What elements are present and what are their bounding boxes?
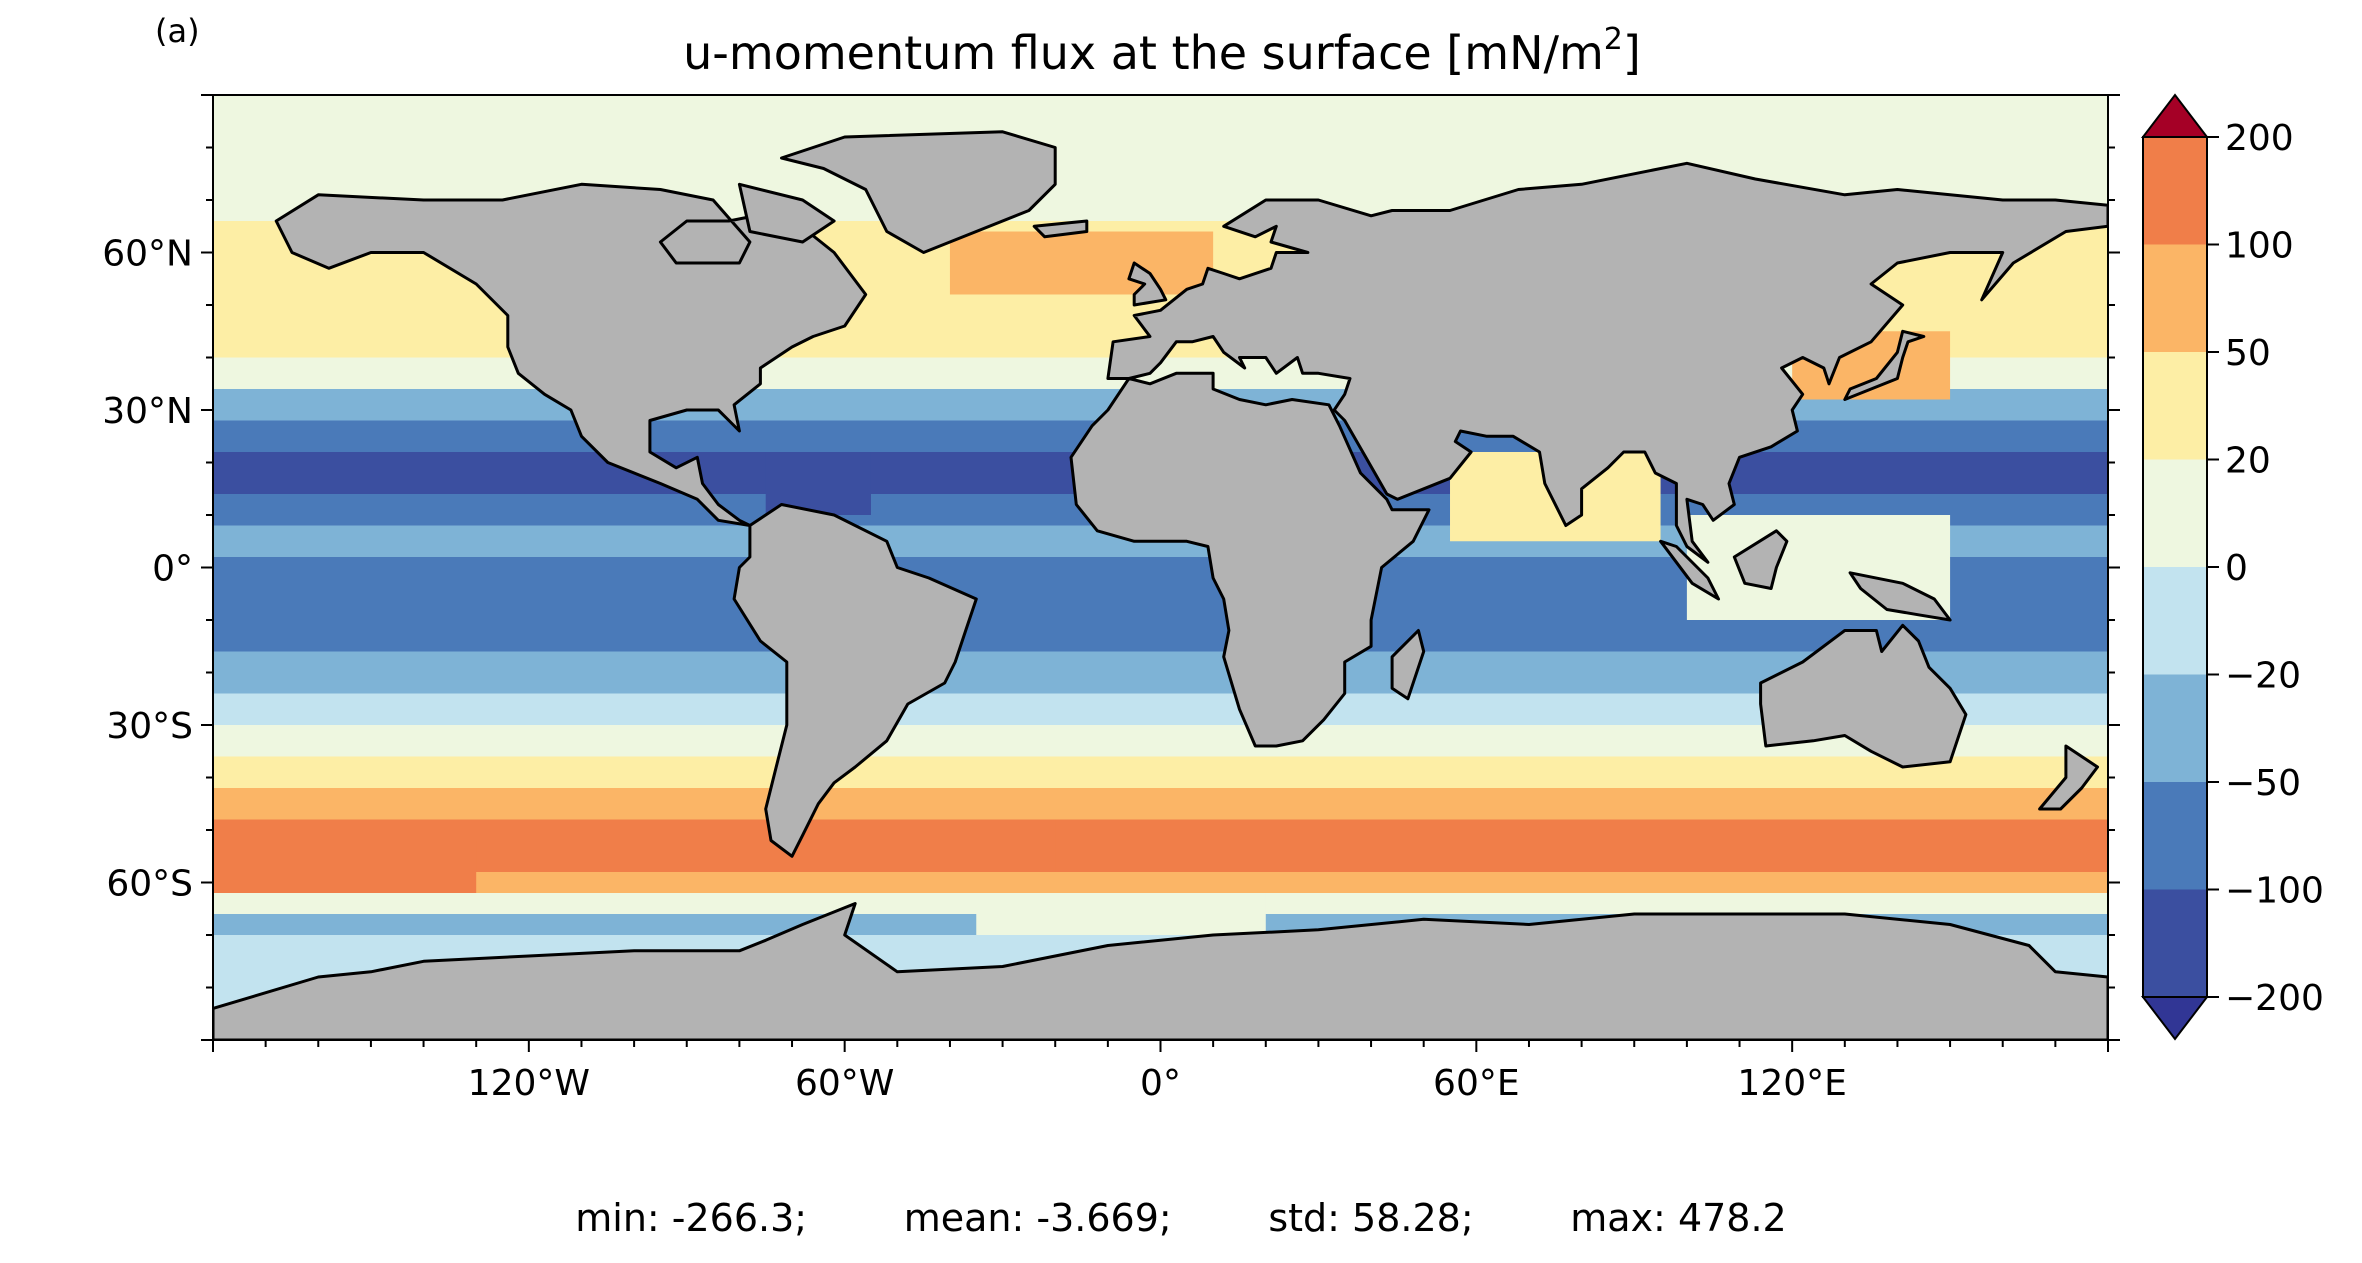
colorbar-tick-label: 200 <box>2225 118 2294 159</box>
lat-tick-label: 0° <box>152 549 193 590</box>
flux-band <box>213 788 2108 820</box>
lon-tick-label: 60°W <box>795 1063 894 1104</box>
title-suffix: ] <box>1622 26 1641 80</box>
colorbar-tick-label: −200 <box>2225 978 2324 1019</box>
landmass-new-guinea <box>1848 571 1952 622</box>
landmass-eurasia <box>1106 161 2108 564</box>
colorbar-tick-label: 0 <box>2225 548 2248 589</box>
landmass-north-america <box>274 182 868 527</box>
stat-mean: mean: -3.669; <box>903 1196 1172 1240</box>
flux-band <box>213 557 2108 578</box>
colorbar-over-arrow <box>2140 93 2210 138</box>
flux-band <box>213 756 2108 788</box>
colorbar-tick-label: −20 <box>2225 656 2301 697</box>
landmass-baffin-island <box>737 182 836 244</box>
colorbar-segment <box>2143 567 2207 675</box>
statistics-line: min: -266.3; mean: -3.669; std: 58.28; m… <box>0 1196 2362 1240</box>
panel-label: (a) <box>155 12 200 50</box>
map-axes: 120°W 60°W 0° 60°E 120°E 60°N 30°N 0° 30°S 60°S <box>102 94 2120 1104</box>
lon-tick-label: 0° <box>1140 1063 1181 1104</box>
title-superscript: 2 <box>1603 22 1623 57</box>
stat-std: std: 58.28; <box>1268 1196 1474 1240</box>
landmass-australia <box>1759 623 1968 769</box>
lon-tick-label: 120°E <box>1737 1063 1846 1104</box>
colorbar-under-arrow <box>2140 996 2210 1041</box>
landmass-sumatra <box>1659 539 1720 601</box>
flux-anomaly <box>949 231 1214 295</box>
colorbar-segment <box>2143 674 2207 782</box>
colorbar-segment <box>2143 244 2207 352</box>
flux-anomaly <box>213 840 477 893</box>
title-text: u-momentum flux at the surface [mN/m <box>683 26 1604 80</box>
flux-band <box>213 95 2108 148</box>
colorbar-tick-label: 50 <box>2225 333 2271 374</box>
lat-tick-label: 60°S <box>106 864 193 905</box>
colorbar-tick-label: 20 <box>2225 441 2271 482</box>
landmass-new-zealand <box>2038 744 2099 811</box>
landmass-japan <box>1843 329 1926 401</box>
colorbar-tick-label: −50 <box>2225 763 2301 804</box>
lon-tick-label: 120°W <box>468 1063 590 1104</box>
landmass-africa <box>1069 371 1431 748</box>
colorbar-segment <box>2143 459 2207 567</box>
stat-min: min: -266.3; <box>575 1196 808 1240</box>
colorbar-tick-label: 100 <box>2225 226 2294 267</box>
flux-band <box>213 872 2108 893</box>
landmass-iceland <box>1032 219 1089 239</box>
landmass-south-america <box>732 503 978 858</box>
lat-tick-label: 30°S <box>106 706 193 747</box>
lon-tick-label: 60°E <box>1433 1063 1520 1104</box>
colorbar-tick-label: −100 <box>2225 871 2324 912</box>
landmass-greenland <box>780 130 1057 254</box>
stat-max: max: 478.2 <box>1570 1196 1787 1240</box>
landmass-madagascar <box>1390 629 1426 701</box>
colorbar-segment <box>2143 782 2207 890</box>
flux-anomaly <box>1055 819 2108 872</box>
landmass-borneo <box>1732 529 1789 590</box>
colorbar-segment <box>2143 889 2207 997</box>
map-title: u-momentum flux at the surface [mN/m2] <box>212 22 2112 80</box>
landmass-great-britain <box>1127 261 1168 307</box>
colorbar-segment <box>2143 137 2207 245</box>
lat-tick-label: 60°N <box>102 234 193 275</box>
flux-anomaly <box>976 893 1266 935</box>
lat-tick-label: 30°N <box>102 391 193 432</box>
colorbar-segment <box>2143 352 2207 460</box>
landmass-antarctica <box>213 902 2108 1040</box>
land-layer <box>213 130 2108 1040</box>
